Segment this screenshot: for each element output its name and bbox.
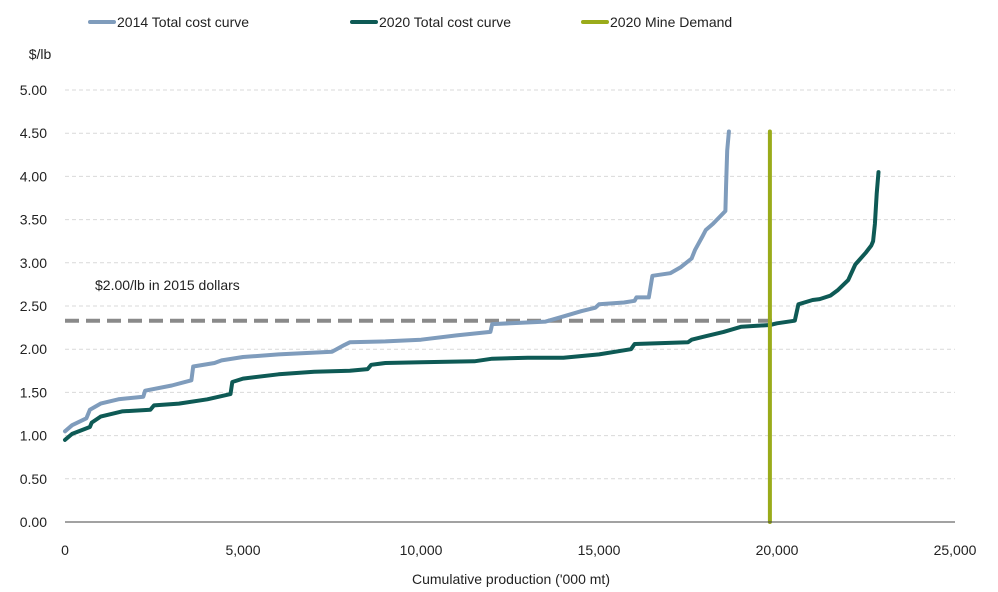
x-tick-label: 5,000	[225, 542, 260, 558]
series-line-2020-total-cost	[63, 170, 881, 442]
y-axis-label: $/lb	[29, 46, 52, 62]
y-tick-label: 1.50	[20, 384, 47, 400]
y-tick-label: 4.00	[20, 168, 47, 184]
y-tick-label: 5.00	[20, 82, 47, 98]
y-tick-label: 1.00	[20, 428, 47, 444]
x-tick-label: 25,000	[934, 542, 977, 558]
legend-label: 2020 Mine Demand	[610, 14, 732, 30]
legend-label: 2020 Total cost curve	[379, 14, 511, 30]
legend: 2014 Total cost curve 2020 Total cost cur…	[88, 14, 732, 30]
legend-label: 2014 Total cost curve	[117, 14, 249, 30]
y-tick-label: 4.50	[20, 125, 47, 141]
annotation-text: $2.00/lb in 2015 dollars	[95, 277, 240, 293]
y-tick-label: 2.50	[20, 298, 47, 314]
series-line-2014-total-cost	[63, 129, 731, 434]
y-tick-label: 3.00	[20, 255, 47, 271]
y-tick-label: 0.50	[20, 471, 47, 487]
x-tick-label: 20,000	[756, 542, 799, 558]
tick-labels: 0.00 0.50 1.00 1.50 2.00 2.50 3.00 3.50 4.00 4.50…	[20, 82, 977, 558]
x-axis-label: Cumulative production ('000 mt)	[412, 571, 610, 587]
x-tick-label: 15,000	[578, 542, 621, 558]
grid-lines	[65, 89, 955, 480]
series-lines	[63, 129, 881, 524]
y-tick-label: 3.50	[20, 212, 47, 228]
x-tick-label: 0	[61, 542, 69, 558]
x-tick-label: 10,000	[400, 542, 443, 558]
y-tick-label: 2.00	[20, 341, 47, 357]
y-tick-label: 0.00	[20, 514, 47, 530]
